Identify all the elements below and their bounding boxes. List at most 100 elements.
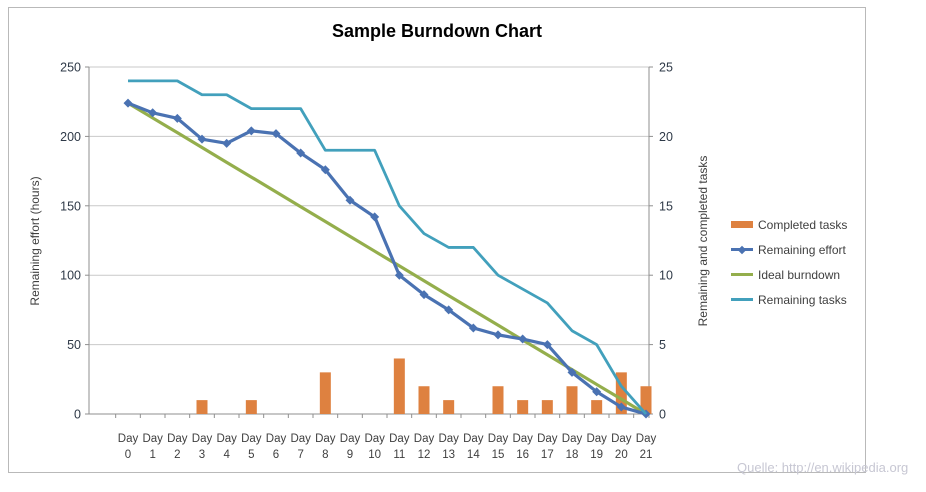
diamond-marker (444, 305, 454, 315)
completed-tasks-bar-swatch (731, 218, 753, 232)
x-axis-label-line2: 8 (322, 449, 328, 461)
x-axis-label-line2: 9 (347, 449, 353, 461)
diamond-marker (148, 108, 158, 118)
completed-tasks-bar (393, 358, 405, 414)
x-axis-label-line2: 4 (223, 449, 230, 461)
completed-tasks-bar (245, 400, 257, 414)
x-axis-label-line1: Day (315, 433, 336, 445)
diamond-marker (616, 402, 626, 412)
x-axis-label-line1: Day (389, 433, 410, 445)
right-axis-tick-label: 5 (659, 338, 666, 352)
diamond-marker (468, 323, 478, 333)
left-axis-tick-label: 0 (74, 408, 81, 422)
x-axis-label-line2: 3 (199, 449, 205, 461)
legend-item-ideal-burndown: Ideal burndown (731, 262, 847, 287)
left-axis-title: Remaining effort (hours) (28, 176, 42, 306)
diamond-marker (320, 165, 330, 175)
remaining-tasks-line-swatch (731, 293, 753, 307)
legend-label: Remaining tasks (758, 292, 847, 307)
chart-frame: Sample Burndown Chart 0 50 100 150 200 250 0 5 1… (8, 7, 866, 473)
completed-tasks-bar (418, 386, 430, 414)
diamond-marker (222, 138, 232, 148)
x-axis-label-line1: Day (118, 433, 139, 445)
left-axis-tick-label: 100 (60, 269, 81, 283)
completed-tasks-bar (319, 372, 331, 414)
x-axis-label-line1: Day (364, 433, 385, 445)
legend-item-completed-tasks: Completed tasks (731, 212, 847, 237)
diamond-marker (370, 212, 380, 222)
x-axis-label-line2: 14 (467, 449, 480, 461)
x-axis-labels: Day 0 Day 1 Day 2 Day 3 Day 4 Day 5 Day 6 Day 7 Day 8 Day 9… (118, 433, 657, 461)
x-axis-label-line1: Day (340, 433, 361, 445)
x-axis-label-line2: 5 (248, 449, 254, 461)
x-axis-label-line2: 12 (418, 449, 431, 461)
remaining-tasks-line (128, 79, 648, 415)
x-axis-label-line2: 20 (615, 449, 628, 461)
diamond-marker (345, 195, 355, 205)
completed-tasks-bar (566, 386, 578, 414)
legend-item-remaining-tasks: Remaining tasks (731, 287, 847, 312)
diamond-marker (197, 134, 207, 144)
burndown-plot: 0501001502002500510152025Day0Day1Day2Day… (60, 61, 673, 462)
x-axis-label-line2: 11 (393, 449, 405, 461)
x-axis-label-line2: 1 (149, 449, 155, 461)
legend-label: Ideal burndown (758, 267, 841, 282)
left-axis-tick-label: 200 (60, 130, 81, 144)
diamond-marker (493, 330, 503, 340)
x-axis-label-line1: Day (192, 433, 213, 445)
right-axis-tick-label: 10 (659, 269, 673, 283)
x-axis-label-line1: Day (586, 433, 607, 445)
completed-tasks-bar (443, 400, 455, 414)
x-axis-label-line2: 18 (566, 449, 579, 461)
x-axis-label-line1: Day (241, 433, 262, 445)
completed-tasks-bar (640, 386, 652, 414)
remaining-effort-line (127, 101, 647, 416)
diamond-marker (123, 98, 133, 108)
right-axis-title: Remaining and completed tasks (696, 155, 710, 327)
diamond-marker (567, 367, 577, 377)
legend-label: Remaining effort (758, 242, 846, 257)
left-axis-tick-label: 150 (60, 199, 81, 213)
watermark-source-text: Quelle: http://en.wikipedia.org (737, 460, 909, 475)
x-axis-label-line2: 17 (541, 449, 554, 461)
x-axis-label-line1: Day (463, 433, 484, 445)
x-axis-label-line2: 7 (297, 449, 303, 461)
completed-tasks-bar (541, 400, 553, 414)
right-axis-tick-label: 15 (659, 199, 673, 213)
diamond-marker (394, 270, 404, 280)
diamond-marker (172, 113, 182, 123)
legend-item-remaining-effort: Remaining effort (731, 237, 847, 262)
legend-label: Completed tasks (758, 217, 848, 232)
diamond-marker (271, 129, 281, 139)
diamond-marker (296, 148, 306, 158)
right-axis-tick-label: 20 (659, 130, 673, 144)
x-axis-label-line1: Day (488, 433, 509, 445)
x-axis-label-line1: Day (562, 433, 583, 445)
diamond-marker-swatch (737, 245, 747, 254)
ideal-burndown-line-swatch (731, 268, 753, 282)
x-axis-label-line2: 15 (492, 449, 505, 461)
remaining-effort-line-swatch (731, 243, 753, 257)
completed-tasks-bars (196, 358, 652, 414)
diamond-marker (592, 387, 602, 397)
diamond-marker (518, 334, 528, 344)
x-axis-label-line1: Day (167, 433, 188, 445)
completed-tasks-bar (591, 400, 603, 414)
x-axis-label-line1: Day (611, 433, 632, 445)
x-axis-label-line1: Day (216, 433, 237, 445)
x-axis-label-line1: Day (414, 433, 435, 445)
x-axis-label-line1: Day (512, 433, 533, 445)
completed-tasks-bar (196, 400, 208, 414)
x-axis-label-line2: 0 (125, 449, 131, 461)
gridlines (89, 66, 649, 346)
right-axis-tick-label: 25 (659, 61, 673, 75)
x-axis-label-line1: Day (142, 433, 163, 445)
right-axis-tick-label: 0 (659, 408, 666, 422)
x-axis-label-line2: 19 (590, 449, 603, 461)
completed-tasks-bar (615, 372, 627, 414)
legend: Completed tasks Remaining effort Ideal b… (731, 212, 847, 312)
x-axis-label-line2: 2 (174, 449, 180, 461)
x-axis-label-line2: 6 (273, 449, 279, 461)
left-axis-tick-label: 50 (67, 338, 81, 352)
